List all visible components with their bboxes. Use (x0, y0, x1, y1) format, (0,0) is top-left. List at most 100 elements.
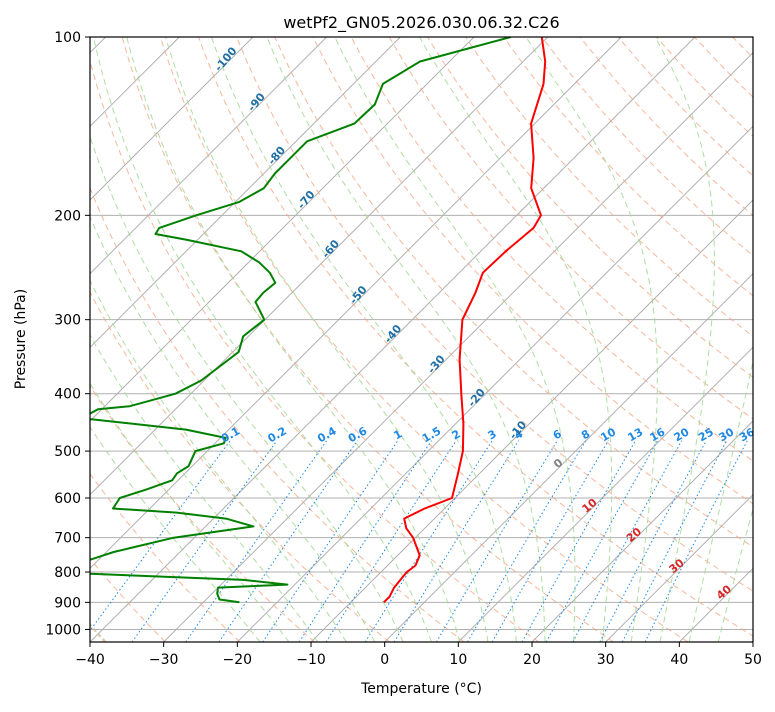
dry-adiabat-label: -70 (295, 188, 318, 212)
y-tick-label: 500 (54, 444, 81, 460)
isotherm (532, 37, 775, 642)
moist-adiabat (166, 37, 489, 642)
moist-adiabat-label: 10 (580, 496, 600, 516)
y-tick-label: 800 (54, 565, 81, 581)
dry-adiabat (275, 37, 775, 642)
mixing-ratio-label: 8 (579, 427, 592, 442)
dry-adiabat-label: -30 (425, 352, 448, 376)
dry-adiabat (427, 37, 775, 642)
x-tick-label: −10 (296, 652, 326, 668)
mixing-ratio-line (263, 441, 398, 642)
moist-adiabat (655, 37, 715, 642)
dry-adiabat-label: -100 (212, 44, 240, 74)
mixing-ratio-label: 0.2 (265, 424, 288, 445)
mixing-ratio-line (546, 441, 657, 642)
dry-adiabat (771, 37, 775, 642)
x-tick-label: 30 (597, 652, 615, 668)
dry-adiabat (542, 37, 775, 642)
dry-adiabat (389, 37, 775, 642)
mixing-ratio-line (219, 441, 357, 642)
isotherm (753, 37, 775, 642)
x-axis-ticks: −40 −30 −20 −10 0 10 20 30 40 50 (75, 642, 762, 668)
moist-adiabat (718, 37, 775, 642)
y-tick-label: 1000 (45, 622, 81, 638)
isotherm (0, 37, 253, 642)
y-tick-label: 900 (54, 595, 81, 611)
isotherm (164, 37, 769, 642)
mixing-ratio-label: 16 (648, 425, 668, 444)
isotherm (311, 37, 775, 642)
x-axis-label: Temperature (°C) (360, 681, 482, 697)
mixing-ratio-line (365, 441, 492, 642)
moist-adiabat-label: 40 (714, 582, 734, 602)
x-tick-label: 20 (523, 652, 541, 668)
mixing-ratio-label: 1 (391, 427, 404, 442)
moist-adiabat-label: 30 (667, 556, 687, 576)
mixing-ratio-label: 2 (450, 427, 463, 442)
dry-adiabat (466, 37, 775, 642)
mixing-ratio-label: 0.6 (346, 424, 370, 445)
mixing-ratio-line (394, 441, 519, 642)
moist-adiabat (127, 37, 460, 642)
chart-title: wetPf2_GN05.2026.030.06.32.C26 (283, 13, 559, 33)
y-tick-label: 400 (54, 387, 81, 403)
x-tick-label: −20 (223, 652, 253, 668)
isotherm (0, 37, 327, 642)
dry-adiabat-label: -60 (319, 237, 342, 261)
dry-adiabat (733, 37, 775, 642)
y-axis-ticks: 100 200 300 400 500 600 700 800 900 1000 (45, 30, 90, 638)
horizontal-gridlines (90, 37, 753, 629)
mixing-ratio-label: 30 (717, 425, 737, 444)
dry-adiabat (160, 37, 688, 642)
mixing-ratio-label: 10 (598, 425, 618, 444)
x-tick-label: −30 (149, 652, 179, 668)
x-tick-label: 50 (744, 652, 762, 668)
mixing-ratio-line (326, 441, 456, 642)
x-tick-label: 0 (380, 652, 389, 668)
mixing-ratio-label: 20 (672, 425, 692, 444)
moist-adiabat (526, 37, 657, 642)
x-tick-label: −40 (75, 652, 105, 668)
y-tick-label: 100 (54, 30, 81, 46)
x-tick-label: 40 (670, 652, 688, 668)
y-tick-label: 600 (54, 491, 81, 507)
y-tick-label: 700 (54, 531, 81, 547)
dry-adiabat (656, 37, 775, 642)
mixing-ratio-label: 0.1 (219, 424, 242, 445)
dry-adiabat-label: -40 (382, 322, 405, 346)
dry-adiabat-label: -20 (465, 386, 488, 410)
mixing-ratio-label: 25 (696, 425, 716, 444)
isotherm (679, 37, 775, 642)
dry-adiabat (0, 37, 315, 642)
moist-adiabat (419, 37, 611, 642)
moist-adiabat (39, 37, 375, 642)
mixing-ratio-label: 36 (737, 425, 757, 444)
moist-adiabat-label: 20 (624, 525, 644, 545)
mixing-ratio-line (492, 441, 608, 642)
dry-adiabat (695, 37, 775, 642)
dry-adiabat (504, 37, 775, 642)
mixing-ratio-label: 3 (486, 427, 499, 442)
mixing-ratio-line (522, 441, 636, 642)
y-tick-label: 200 (54, 208, 81, 224)
mixing-ratio-label: 1.5 (420, 424, 443, 445)
mixing-ratio-line (132, 441, 277, 642)
dry-adiabat-label: -90 (245, 90, 268, 114)
moist-adiabat (0, 37, 260, 642)
mixing-ratio-line (622, 441, 726, 642)
moist-adiabat (94, 37, 432, 642)
moist-adiabat (0, 37, 318, 642)
dry-adiabat-label: -10 (507, 418, 530, 442)
isotherm (385, 37, 775, 642)
dry-adiabat (237, 37, 775, 642)
y-tick-label: 300 (54, 313, 81, 329)
x-tick-label: 10 (449, 652, 467, 668)
isotherm (237, 37, 775, 642)
dry-adiabat (84, 37, 539, 642)
isotherm (0, 37, 400, 642)
dry-adiabat-label: -50 (347, 283, 370, 307)
